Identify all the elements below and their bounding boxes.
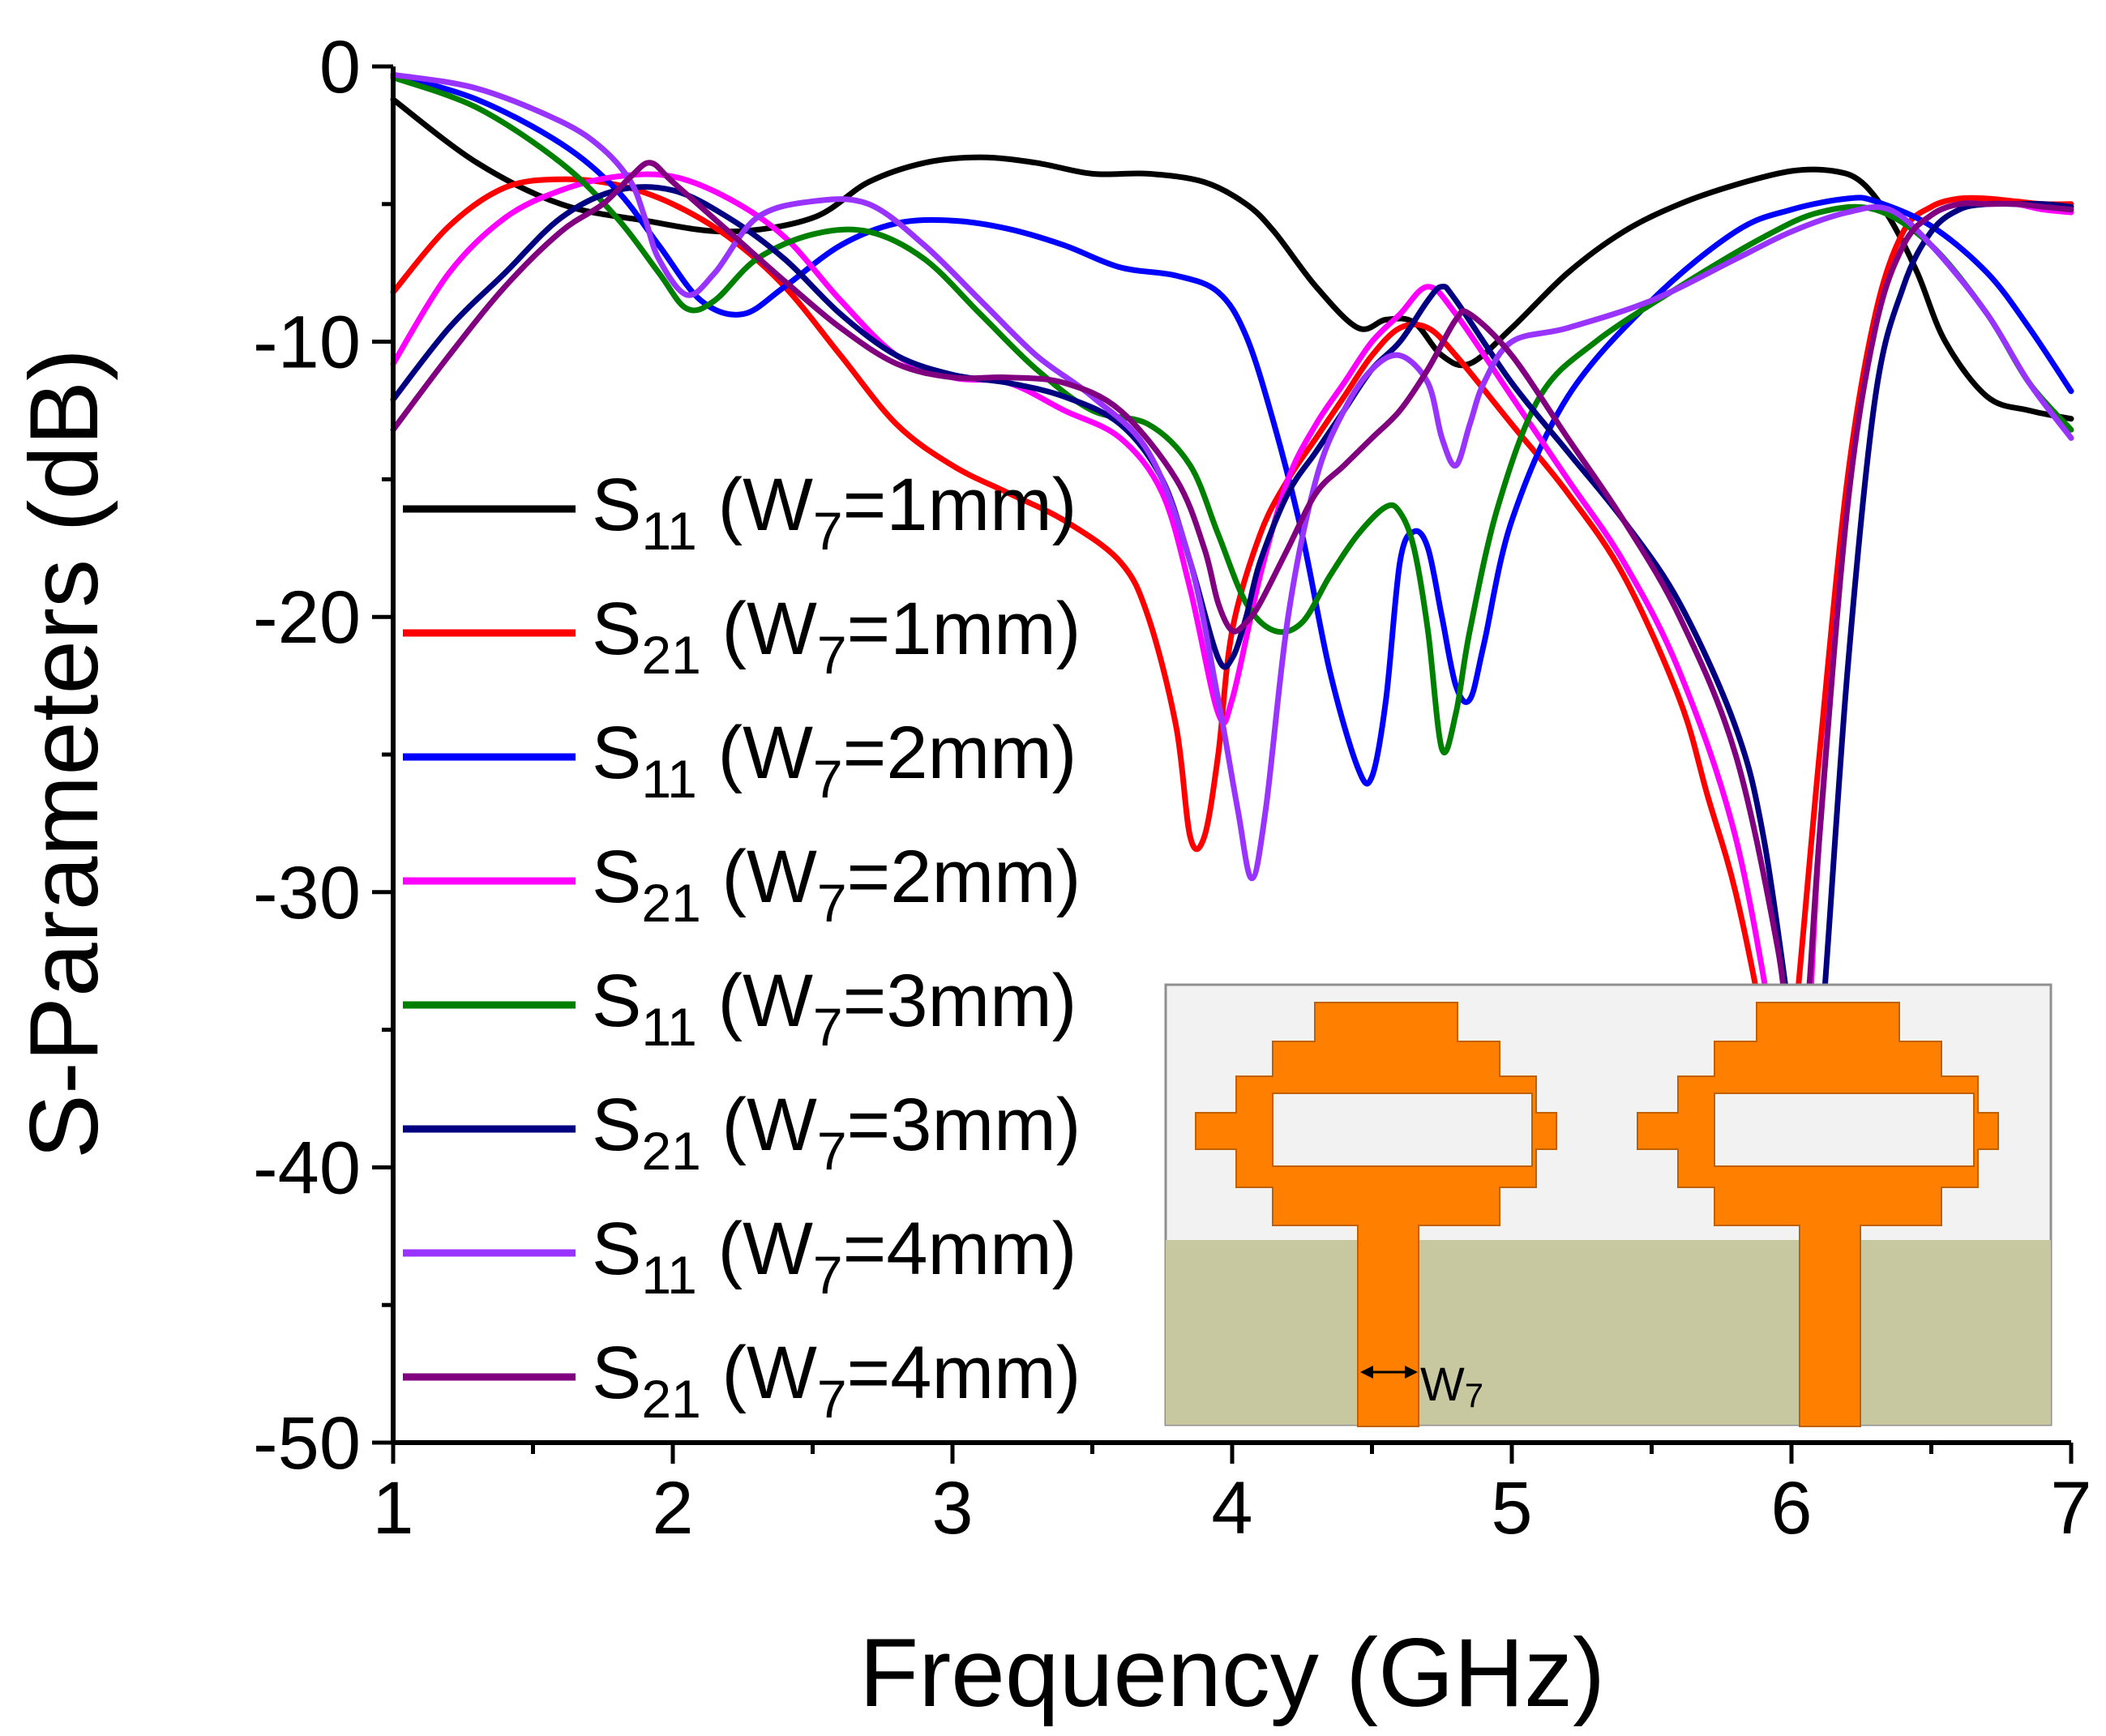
x-axis-title: Frequency (GHz) [859,1618,1605,1727]
inset-arrow-right-icon [1405,1366,1418,1379]
legend-label: S21 (W7=2mm) [592,836,1081,933]
legend-label: S11 (W7=3mm) [592,960,1077,1057]
x-tick-label: 6 [1770,1467,1812,1550]
antenna-inset: W7 [1164,983,2052,1427]
legend-label: S11 (W7=4mm) [592,1208,1077,1305]
inset-arrow-left-icon [1360,1366,1373,1379]
legend-label: S21 (W7=1mm) [592,588,1081,685]
x-tick-label: 2 [652,1467,693,1550]
legend-label: S21 (W7=4mm) [592,1332,1081,1429]
legend-label: S11 (W7=1mm) [592,464,1077,561]
series-line-2 [390,176,2074,1144]
y-tick-label: -20 [253,576,361,659]
x-tick-label: 5 [1491,1467,1532,1550]
inset-w7-label: W7 [1420,1358,1483,1414]
y-tick-label: -50 [253,1402,361,1485]
series-line-6 [390,184,2074,1139]
series-line-1 [390,96,2074,422]
legend-label: S21 (W7=3mm) [592,1084,1081,1181]
series-layer [390,71,2074,1144]
x-tick-label: 7 [2050,1467,2091,1550]
series-line-7 [390,71,2074,882]
legend-label: S11 (W7=2mm) [592,712,1077,809]
inset-slot-2 [1714,1092,1975,1167]
ticks-layer: 1 2 3 4 5 6 7 0 -10 -20 -30 -40 -50 [253,26,2092,1550]
series-line-5 [390,75,2074,755]
x-tick-label: 4 [1211,1467,1252,1550]
series-line-3 [390,71,2074,787]
y-tick-label: -30 [253,852,361,934]
x-tick-label: 1 [372,1467,413,1550]
inset-ground-plane [1166,1240,2051,1425]
y-tick-label: 0 [319,26,361,109]
legend: S11 (W7=1mm) S21 (W7=1mm) S11 (W7=2mm) S21 … [403,464,1081,1429]
x-tick-label: 3 [931,1467,973,1550]
y-axis-title: S-Parameters (dB) [10,348,118,1159]
series-line-8 [390,160,2074,1067]
y-tick-label: -40 [253,1127,361,1209]
y-tick-label: -10 [253,301,361,384]
inset-slot-1 [1272,1092,1533,1167]
